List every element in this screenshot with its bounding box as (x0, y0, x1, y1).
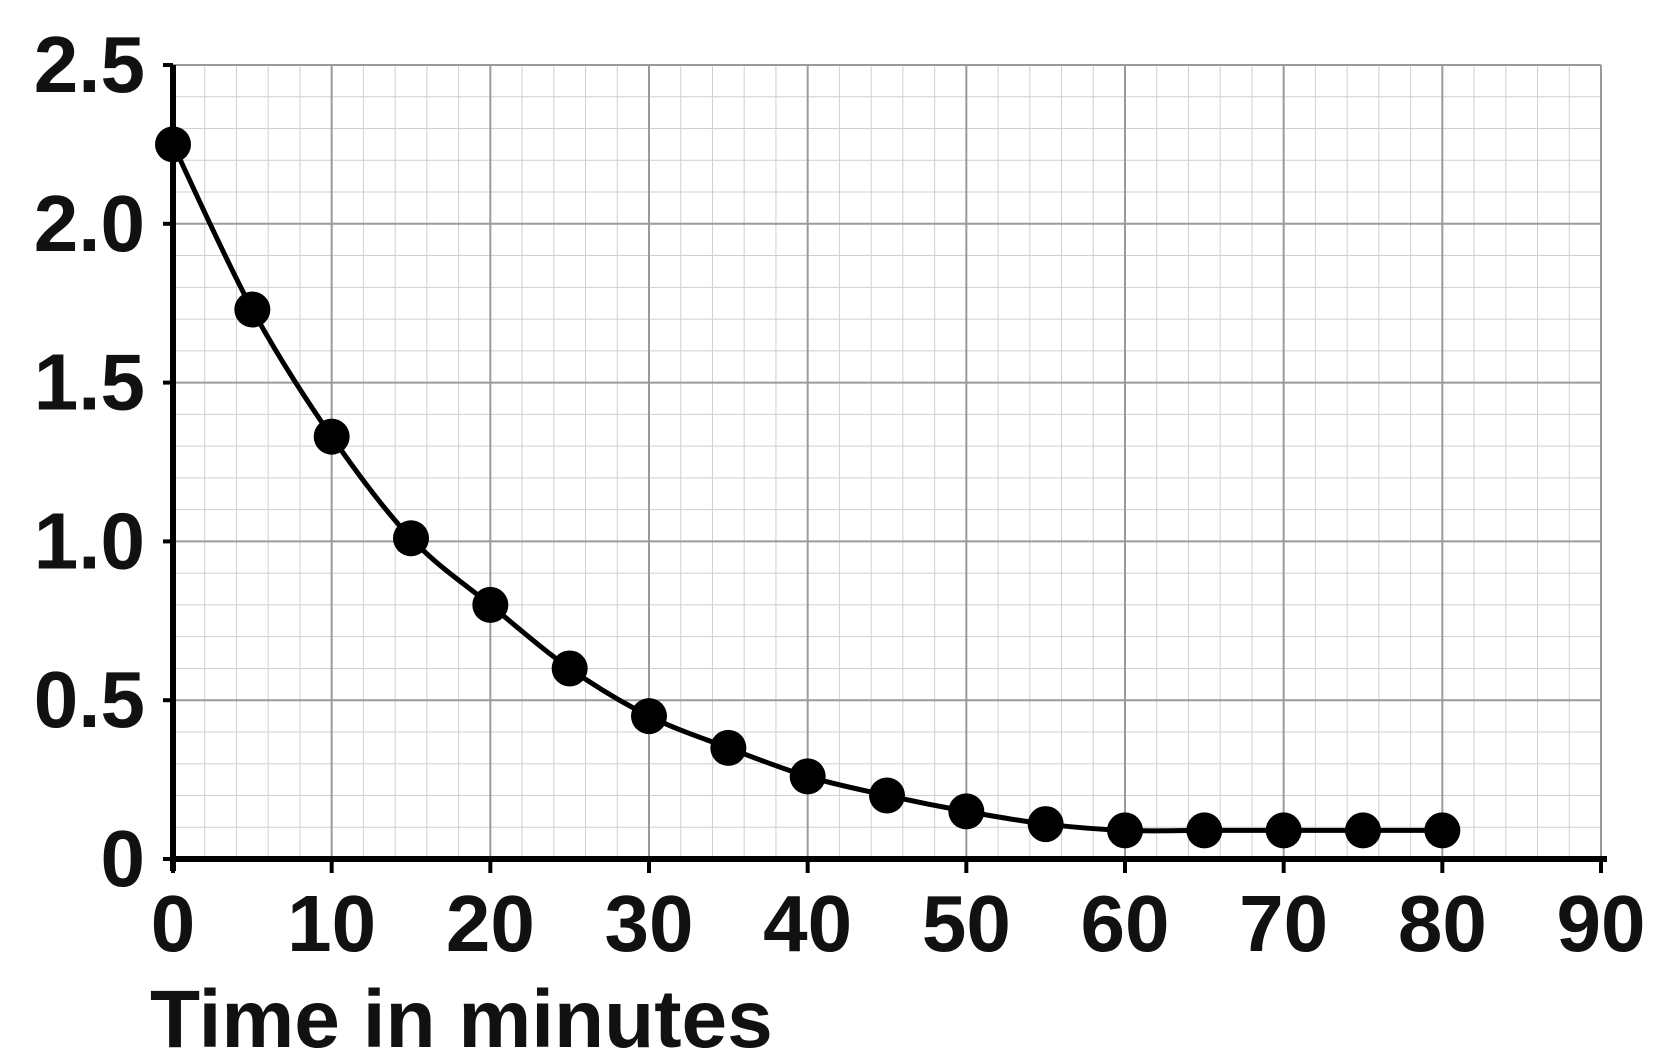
data-point (631, 698, 667, 735)
data-point (710, 729, 747, 766)
y-tick-label: 1.0 (34, 496, 145, 585)
data-point (1107, 812, 1143, 849)
data-point (1345, 812, 1381, 849)
data-point (313, 418, 350, 455)
major-gridlines (172, 64, 1602, 860)
data-point (1424, 812, 1461, 849)
data-point (1027, 806, 1064, 843)
x-tick-label: 20 (446, 879, 535, 968)
y-tick-label: 2.0 (34, 179, 145, 268)
y-tick-labels: 0 0.5 1.0 1.5 2.0 2.5 (34, 20, 145, 903)
x-tick-label: 70 (1239, 879, 1328, 968)
data-point (789, 758, 826, 795)
x-tick-label: 10 (287, 879, 376, 968)
x-tick-label: 40 (763, 879, 852, 968)
data-point (869, 777, 905, 814)
x-axis-title: Time in minutes (150, 974, 773, 1055)
data-point (1265, 812, 1302, 849)
x-tick-label: 90 (1557, 879, 1646, 968)
x-tick-label: 60 (1081, 879, 1170, 968)
x-tick-labels: 0 10 20 30 40 50 60 70 80 90 (151, 879, 1646, 968)
data-point (472, 586, 509, 623)
data-point (393, 520, 429, 557)
axes (163, 63, 1607, 873)
data-point (551, 650, 588, 687)
x-tick-label: 80 (1398, 879, 1487, 968)
x-tick-label: 30 (605, 879, 694, 968)
data-point (1186, 812, 1223, 849)
y-tick-label: 0.5 (34, 655, 145, 744)
x-tick-label: 50 (922, 879, 1011, 968)
y-tick-label: 0 (101, 814, 146, 903)
data-points (155, 126, 1461, 849)
x-tick-label: 0 (151, 879, 196, 968)
data-point (234, 291, 271, 328)
data-point (155, 126, 191, 163)
y-tick-label: 1.5 (34, 338, 145, 427)
data-point (948, 793, 985, 830)
y-tick-label: 2.5 (34, 20, 145, 109)
